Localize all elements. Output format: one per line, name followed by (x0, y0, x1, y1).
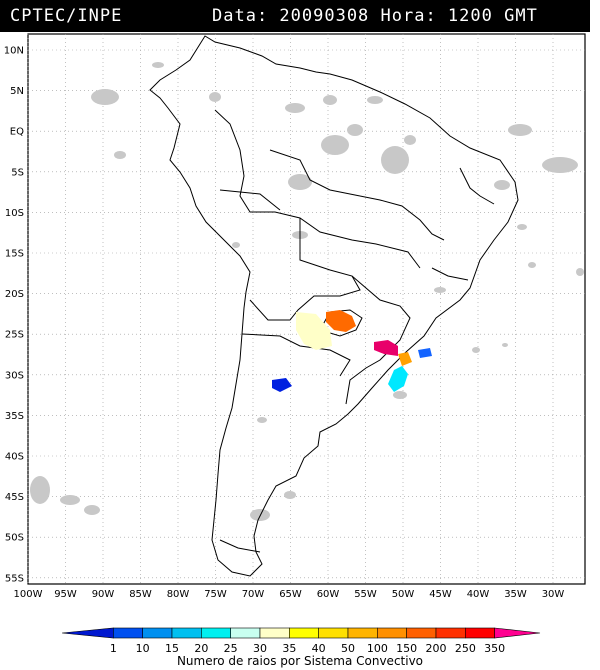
lat-label: 10S (5, 208, 24, 219)
legend-value: 25 (224, 642, 238, 655)
legend-swatch (171, 627, 202, 639)
lon-label: 30W (542, 589, 565, 600)
latitude-labels: 10N 5N EQ 5S 10S 15S 20S 25S 30S 35S 40S 45S 50S 55S (4, 46, 24, 585)
lat-label: EQ (10, 127, 24, 138)
lat-label: 30S (5, 370, 24, 381)
system-brazil-magenta (374, 340, 398, 356)
lat-label: 5S (11, 167, 24, 178)
lon-label: 70W (242, 589, 265, 600)
legend-swatch (318, 627, 349, 639)
lon-label: 95W (54, 589, 77, 600)
lon-label: 80W (167, 589, 190, 600)
legend-value: 40 (312, 642, 326, 655)
legend-value: 100 (367, 642, 388, 655)
lat-label: 5N (10, 86, 24, 97)
legend-swatch (113, 627, 143, 639)
legend-swatch (377, 627, 407, 639)
lat-label: 10N (4, 46, 24, 57)
legend-value: 30 (253, 642, 267, 655)
legend-caption: Numero de raios por Sistema Convectivo (176, 654, 424, 668)
legend-swatch (406, 627, 437, 639)
lon-label: 50W (392, 589, 415, 600)
legend-value: 15 (165, 642, 179, 655)
lon-label: 65W (279, 589, 302, 600)
legend-swatch (494, 627, 541, 639)
lat-label: 55S (5, 573, 24, 584)
legend-value: 50 (341, 642, 355, 655)
system-brazil-cyan (388, 366, 408, 392)
legend-swatch (347, 627, 378, 639)
legend-swatch (289, 627, 319, 639)
legend-swatch (201, 627, 231, 639)
legend-value: 350 (484, 642, 505, 655)
cloud-cover (30, 62, 584, 521)
lat-label: 45S (5, 492, 24, 503)
system-argentina-blue (272, 378, 292, 392)
lat-label: 40S (5, 452, 24, 463)
system-paraguay-orange (326, 310, 356, 332)
system-brazil-blue (418, 348, 432, 358)
lightning-map: 10N5NEQ5S10S15S20S25S30S35S40S45S50S55S … (4, 33, 586, 655)
lon-label: 40W (467, 589, 490, 600)
lon-label: 45W (429, 589, 452, 600)
lon-label: 90W (92, 589, 115, 600)
legend-swatch (61, 627, 114, 639)
legend-swatch (230, 627, 261, 639)
map-frame (27, 33, 586, 585)
lon-label: 60W (317, 589, 340, 600)
legend-value: 200 (426, 642, 447, 655)
lon-label: 75W (204, 589, 227, 600)
lat-label: 35S (5, 411, 24, 422)
date-time-label: Data: 20090308 Hora: 1200 GMT (212, 6, 538, 26)
legend-value: 1 (110, 642, 117, 655)
system-argentina-yellow (296, 312, 332, 350)
convective-systems (272, 310, 432, 392)
legend-value: 250 (455, 642, 476, 655)
organization-label: CPTEC/INPE (10, 6, 123, 26)
system-brazil-orange (398, 352, 412, 366)
lon-label: 55W (354, 589, 377, 600)
lon-label: 85W (129, 589, 152, 600)
lat-label: 50S (5, 533, 24, 544)
legend-swatch (435, 627, 466, 639)
longitude-labels: 100W 95W 90W 85W 80W 75W 70W 65W 60W 55W 50W 45W 40W… (14, 589, 565, 600)
grid-lines (27, 34, 585, 584)
legend-value: 10 (136, 642, 150, 655)
lat-label: 15S (5, 249, 24, 260)
legend-value: 35 (282, 642, 296, 655)
lat-label: 20S (5, 289, 24, 300)
legend-swatch (142, 627, 173, 639)
legend-value: 150 (396, 642, 417, 655)
legend-swatch (465, 627, 495, 639)
legend-bar: 1 10 15 20 25 30 35 40 50 100 150 200 250 350 (61, 627, 541, 655)
lat-label: 25S (5, 330, 24, 341)
legend-value: 20 (194, 642, 208, 655)
map-header: CPTEC/INPE Data: 20090308 Hora: 1200 GMT (0, 0, 590, 32)
lon-label: 35W (504, 589, 527, 600)
legend-swatch (259, 627, 290, 639)
lon-label: 100W (14, 589, 43, 600)
